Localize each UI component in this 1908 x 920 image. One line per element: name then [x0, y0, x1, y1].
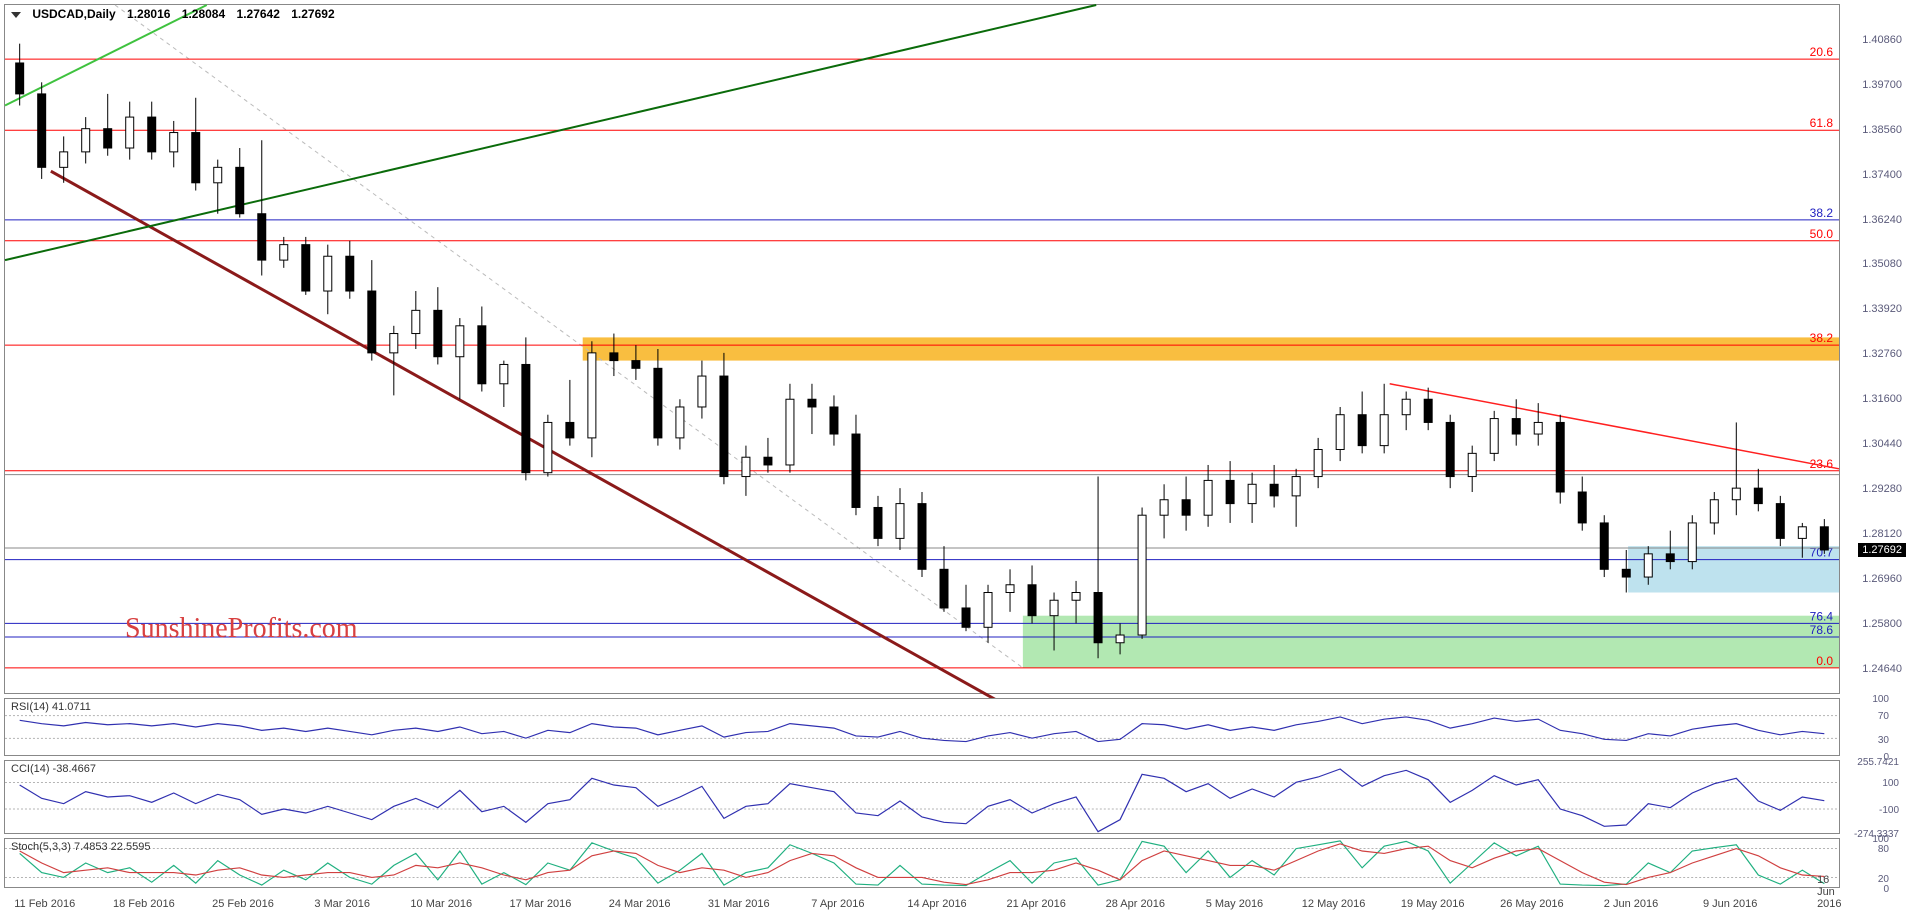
price-axis: 1.408601.397001.385601.374001.362401.350…	[1843, 4, 1908, 694]
stoch-panel[interactable]: Stoch(5,3,3) 7.4853 22.5595 10080200	[4, 838, 1840, 888]
cci-panel[interactable]: CCI(14) -38.4667 255.7421100-100-274.333…	[4, 760, 1840, 834]
rsi-panel[interactable]: RSI(14) 41.0711 10070300	[4, 698, 1840, 756]
rsi-label: RSI(14) 41.0711	[11, 701, 91, 713]
svg-text:20.6: 20.6	[1810, 45, 1834, 59]
watermark: SunshineProfits.com	[125, 613, 358, 645]
cci-label: CCI(14) -38.4667	[11, 763, 96, 775]
svg-text:78.6: 78.6	[1810, 623, 1834, 637]
svg-text:61.8: 61.8	[1810, 116, 1834, 130]
chart-title: USDCAD,Daily 1.28016 1.28084 1.27642 1.2…	[11, 7, 343, 21]
svg-text:38.2: 38.2	[1810, 206, 1834, 220]
stoch-canvas	[5, 839, 1839, 887]
chart-canvas: 20.661.838.250.038.223.670.776.478.60.0	[5, 5, 1839, 693]
svg-text:76.4: 76.4	[1810, 609, 1834, 623]
rsi-canvas	[5, 699, 1839, 755]
time-axis: 11 Feb 201618 Feb 201625 Feb 20163 Mar 2…	[4, 892, 1840, 920]
dropdown-icon[interactable]	[11, 12, 21, 18]
cci-canvas	[5, 761, 1839, 833]
svg-text:50.0: 50.0	[1810, 227, 1834, 241]
price-chart[interactable]: USDCAD,Daily 1.28016 1.28084 1.27642 1.2…	[4, 4, 1840, 694]
svg-text:38.2: 38.2	[1810, 331, 1834, 345]
svg-text:0.0: 0.0	[1816, 654, 1833, 668]
stoch-label: Stoch(5,3,3) 7.4853 22.5595	[11, 841, 150, 853]
symbol-label: USDCAD,Daily	[32, 7, 115, 21]
